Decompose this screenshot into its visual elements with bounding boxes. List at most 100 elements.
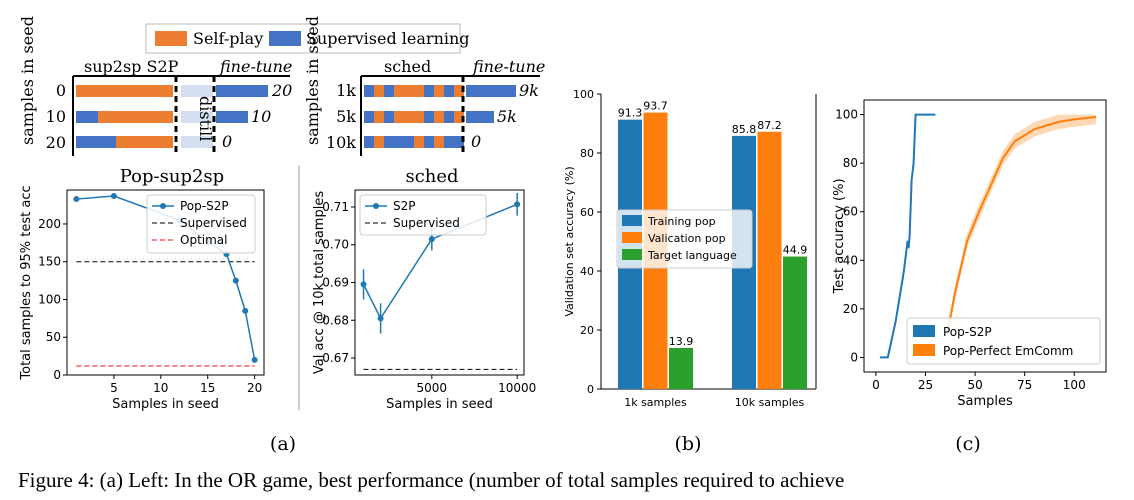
bar-value-label: 91.3 <box>618 107 643 120</box>
legend-box <box>146 194 256 254</box>
y-tick-label: 40 <box>843 253 858 267</box>
sched-result-label: 5k <box>497 107 517 126</box>
emcomm-confidence-band <box>947 114 1097 341</box>
x-tick-label: 50 <box>967 378 982 392</box>
legend-label: Pop-S2P <box>943 325 992 339</box>
y-tick-label: 60 <box>580 206 594 219</box>
s2p-point <box>377 315 384 322</box>
y-tick-label: 40 <box>580 265 594 278</box>
bar <box>669 347 693 389</box>
y-tick-label: 100 <box>573 88 594 101</box>
y-tick-label: 80 <box>580 147 594 160</box>
x-tick-label: 1k samples <box>624 396 687 409</box>
x-tick-label: 0 <box>872 378 880 392</box>
y-axis-label: Val acc @ 10k total samples <box>312 191 327 374</box>
distill-bar <box>181 136 213 148</box>
self-play-segment <box>374 136 384 148</box>
emcomm-line <box>946 116 1097 334</box>
legend-swatch <box>913 325 935 337</box>
legend-box <box>906 317 1101 365</box>
pop-s2p-point <box>232 277 239 284</box>
supervised-segment <box>384 85 394 97</box>
x-tick-label: 5000 <box>417 381 448 395</box>
self-play-segment <box>434 136 444 148</box>
x-tick-label: 10000 <box>498 381 536 395</box>
bar <box>783 256 807 389</box>
supervised-segment <box>384 111 394 123</box>
axes-frame <box>863 99 1107 373</box>
sched-finetune-label: fine-tune <box>472 57 545 76</box>
distill-label: distill <box>196 96 215 141</box>
y-tick-label: 200 <box>38 217 61 231</box>
y-axis-label: Total samples to 95% test acc <box>19 185 34 380</box>
bar-value-label: 85.8 <box>732 123 757 136</box>
supervised-segment <box>364 85 374 97</box>
sup2sp-seed-label: 10 <box>46 107 66 126</box>
panel-label-a: (a) <box>270 433 296 455</box>
y-tick-label: 0.68 <box>322 313 349 327</box>
legend-swatch <box>622 232 642 243</box>
x-axis-label: Samples in seed <box>386 397 493 412</box>
chart-test-accuracy: 0 25 50 75 100 0 20 40 60 80 100 Samples Test accura… <box>832 99 1107 409</box>
pop-s2p-point <box>73 196 80 203</box>
self-play-segment <box>394 85 404 97</box>
y-tick-label: 0.71 <box>322 200 349 214</box>
x-tick-label: 15 <box>200 381 215 395</box>
distill-bar <box>181 111 213 123</box>
self-play-segment <box>454 111 464 123</box>
supervised-swatch <box>269 31 301 46</box>
bar-value-label: 93.7 <box>643 100 668 113</box>
sched-ylabel: samples in seed <box>303 16 322 145</box>
y-tick-label: 0 <box>850 350 858 364</box>
self-play-segment <box>404 85 414 97</box>
supervised-segment <box>424 85 434 97</box>
self-play-segment <box>414 111 424 123</box>
self-play-segment <box>374 85 384 97</box>
x-tick-label: 10 <box>153 381 168 395</box>
self-play-segment <box>374 111 384 123</box>
self-play-segment <box>434 111 444 123</box>
y-tick-label: 20 <box>580 324 594 337</box>
supervised-legend-label: Supervised learning <box>306 29 470 48</box>
s2p-point <box>428 236 435 243</box>
self-play-segment <box>404 111 414 123</box>
supervised-segment <box>384 136 394 148</box>
x-tick-label: 20 <box>247 381 262 395</box>
y-tick-label: 150 <box>38 255 61 269</box>
y-tick-label: 100 <box>835 108 858 122</box>
sched-schematic: sched fine-tune samples in seed 1k 5k 10… <box>303 16 545 156</box>
self-play-segment <box>414 136 424 148</box>
finetune-bar <box>466 85 516 97</box>
x-axis-label: Samples <box>957 394 1013 409</box>
finetune-bar <box>216 111 248 123</box>
supervised-segment <box>424 111 434 123</box>
sched-result-label: 9k <box>519 81 539 100</box>
y-tick-label: 0 <box>587 383 594 396</box>
self-play-legend-label: Self-play <box>193 29 263 48</box>
y-axis-label: Test accuracy (%) <box>832 178 847 294</box>
bar-value-label: 87.2 <box>757 119 782 132</box>
self-play-bar <box>116 136 173 148</box>
self-play-segment <box>454 85 464 97</box>
axes-frame <box>66 189 265 376</box>
chart-sched: 5000 10000 0.67 0.68 0.69 0.70 0.71 Samples in … <box>312 189 536 412</box>
sup2sp-seed-label: 0 <box>56 81 66 100</box>
pop-s2p-point <box>110 193 117 200</box>
finetune-bar <box>466 111 494 123</box>
x-tick-label: 5 <box>110 381 118 395</box>
sched-result-label: 0 <box>471 132 481 151</box>
y-tick-label: 60 <box>843 205 858 219</box>
legend-box <box>616 209 753 269</box>
supervised-bar <box>76 136 116 148</box>
sup2sp-result-label: 10 <box>251 107 271 126</box>
sup2sp-seed-label: 20 <box>46 133 66 152</box>
sched-title: sched <box>384 57 431 76</box>
y-tick-label: 20 <box>843 302 858 316</box>
chart-a1-title: Pop-sup2sp <box>120 166 224 187</box>
y-tick-label: 0.69 <box>322 276 349 290</box>
x-tick-label: 100 <box>1063 378 1086 392</box>
supervised-segment <box>454 136 464 148</box>
panel-label-b: (b) <box>675 433 702 455</box>
pop-s2p-line <box>879 113 936 359</box>
